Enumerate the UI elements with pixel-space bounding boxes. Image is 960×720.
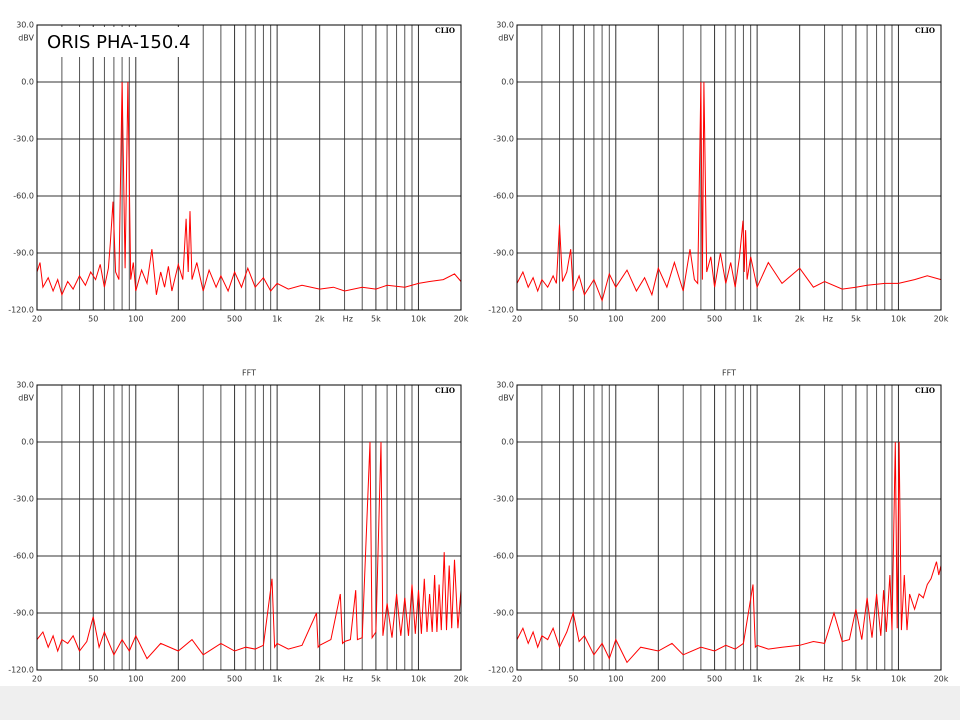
x-tick-label: 2k bbox=[315, 675, 325, 684]
x-tick-label: 100 bbox=[608, 315, 623, 324]
panel: 20 50 100 200 500 1k 2k 5k 10k 20k 30.0 0.0 -30.0 -60… bbox=[8, 21, 469, 324]
x-axis-label: Hz bbox=[823, 675, 833, 684]
y-tick-label: -60.0 bbox=[493, 552, 514, 561]
x-axis-label: Hz bbox=[343, 315, 353, 324]
annotation: ORIS PHA-150.4 bbox=[47, 32, 190, 53]
y-tick-label: -90.0 bbox=[493, 249, 514, 258]
bottom-strip bbox=[0, 686, 960, 720]
y-tick-label: -120.0 bbox=[488, 306, 514, 315]
y-axis-label: dBV bbox=[498, 394, 514, 403]
y-tick-label: -30.0 bbox=[13, 495, 34, 504]
x-tick-label: 200 bbox=[651, 675, 666, 684]
x-tick-label: 10k bbox=[411, 675, 426, 684]
plot-border bbox=[36, 24, 462, 311]
plot-border bbox=[36, 384, 462, 671]
x-tick-label: 20k bbox=[454, 675, 469, 684]
x-tick-label: 1k bbox=[272, 675, 282, 684]
corner-label: CLIO bbox=[435, 386, 455, 395]
x-tick-label: 10k bbox=[891, 675, 906, 684]
y-tick-label: -120.0 bbox=[8, 666, 34, 675]
x-tick-label: 50 bbox=[568, 675, 578, 684]
x-tick-label: 50 bbox=[88, 315, 98, 324]
x-tick-label: 200 bbox=[171, 315, 186, 324]
x-axis-label: Hz bbox=[343, 675, 353, 684]
panel: 20 50 100 200 500 1k 2k 5k 10k 20k 30.0 0.0 -30.0 -60… bbox=[8, 369, 469, 684]
x-tick-label: 5k bbox=[371, 315, 381, 324]
y-tick-label: 30.0 bbox=[496, 381, 514, 390]
x-tick-label: 2k bbox=[795, 315, 805, 324]
y-tick-label: 0.0 bbox=[501, 78, 514, 87]
x-tick-label: 1k bbox=[752, 315, 762, 324]
x-tick-label: 5k bbox=[851, 315, 861, 324]
y-tick-label: 30.0 bbox=[496, 21, 514, 30]
x-tick-label: 20 bbox=[32, 315, 42, 324]
x-tick-label: 200 bbox=[651, 315, 666, 324]
x-tick-label: 5k bbox=[851, 675, 861, 684]
y-tick-label: 30.0 bbox=[16, 381, 34, 390]
corner-label: CLIO bbox=[435, 26, 455, 35]
x-tick-label: 500 bbox=[227, 675, 242, 684]
chart: 20 50 100 200 500 1k 2k 5k 10k 20k 30.0 0.0 -30.0 -60… bbox=[8, 21, 949, 684]
y-tick-label: -30.0 bbox=[13, 135, 34, 144]
chart-title: FFT bbox=[722, 369, 736, 378]
x-tick-label: 1k bbox=[752, 675, 762, 684]
plot-area bbox=[37, 25, 461, 310]
x-tick-label: 20 bbox=[512, 315, 522, 324]
panel: 20 50 100 200 500 1k 2k 5k 10k 20k 30.0 0.0 -30.0 -60… bbox=[488, 369, 949, 684]
x-tick-label: 10k bbox=[411, 315, 426, 324]
x-tick-label: 500 bbox=[227, 315, 242, 324]
panel: 20 50 100 200 500 1k 2k 5k 10k 20k 30.0 0.0 -30.0 -60… bbox=[488, 21, 949, 324]
y-tick-label: -60.0 bbox=[13, 552, 34, 561]
plot-area bbox=[37, 385, 461, 670]
trace bbox=[36, 441, 462, 660]
x-tick-label: 500 bbox=[707, 675, 722, 684]
x-tick-label: 50 bbox=[88, 675, 98, 684]
y-tick-label: 0.0 bbox=[501, 438, 514, 447]
x-tick-label: 20k bbox=[934, 315, 949, 324]
corner-label: CLIO bbox=[915, 26, 935, 35]
y-tick-label: -90.0 bbox=[493, 609, 514, 618]
x-tick-label: 50 bbox=[568, 315, 578, 324]
x-tick-label: 2k bbox=[315, 315, 325, 324]
x-tick-label: 200 bbox=[171, 675, 186, 684]
y-tick-label: -120.0 bbox=[488, 666, 514, 675]
y-axis-label: dBV bbox=[18, 34, 34, 43]
y-tick-label: -90.0 bbox=[13, 609, 34, 618]
x-tick-label: 1k bbox=[272, 315, 282, 324]
x-tick-label: 20 bbox=[32, 675, 42, 684]
x-tick-label: 5k bbox=[371, 675, 381, 684]
plot-border bbox=[516, 384, 942, 671]
x-tick-label: 100 bbox=[608, 675, 623, 684]
y-tick-label: -120.0 bbox=[8, 306, 34, 315]
trace bbox=[36, 81, 462, 297]
x-tick-label: 100 bbox=[128, 675, 143, 684]
y-tick-label: -60.0 bbox=[13, 192, 34, 201]
plot-border bbox=[516, 24, 942, 311]
chart-title: FFT bbox=[242, 369, 256, 378]
y-tick-label: -60.0 bbox=[493, 192, 514, 201]
y-axis-label: dBV bbox=[498, 34, 514, 43]
y-tick-label: 0.0 bbox=[21, 438, 34, 447]
x-tick-label: 20k bbox=[454, 315, 469, 324]
x-axis-label: Hz bbox=[823, 315, 833, 324]
trace bbox=[516, 441, 942, 664]
y-tick-label: -30.0 bbox=[493, 495, 514, 504]
y-tick-label: -30.0 bbox=[493, 135, 514, 144]
trace bbox=[516, 81, 942, 303]
x-tick-label: 20k bbox=[934, 675, 949, 684]
corner-label: CLIO bbox=[915, 386, 935, 395]
x-tick-label: 100 bbox=[128, 315, 143, 324]
plot-area bbox=[517, 25, 941, 310]
annotation-box bbox=[39, 27, 189, 57]
y-tick-label: -90.0 bbox=[13, 249, 34, 258]
x-tick-label: 2k bbox=[795, 675, 805, 684]
x-tick-label: 500 bbox=[707, 315, 722, 324]
plot-area bbox=[517, 385, 941, 670]
y-tick-label: 0.0 bbox=[21, 78, 34, 87]
y-tick-label: 30.0 bbox=[16, 21, 34, 30]
y-axis-label: dBV bbox=[18, 394, 34, 403]
x-tick-label: 20 bbox=[512, 675, 522, 684]
x-tick-label: 10k bbox=[891, 315, 906, 324]
